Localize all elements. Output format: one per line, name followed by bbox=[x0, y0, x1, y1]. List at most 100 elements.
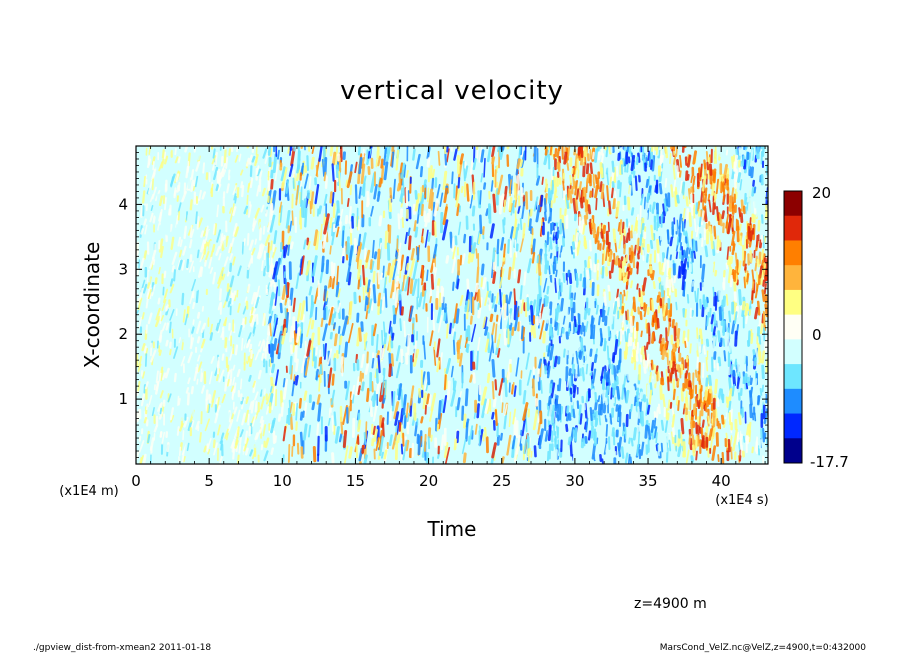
field-patch bbox=[598, 315, 601, 326]
field-patch bbox=[141, 375, 147, 388]
field-patch bbox=[757, 219, 761, 232]
field-patch bbox=[704, 405, 708, 413]
field-patch bbox=[256, 184, 260, 197]
field-patch bbox=[392, 260, 398, 281]
field-patch bbox=[775, 446, 776, 453]
field-patch bbox=[289, 325, 294, 343]
field-patch bbox=[431, 311, 436, 332]
field-patch bbox=[737, 172, 742, 183]
field-patch bbox=[245, 259, 249, 267]
field-patch bbox=[330, 261, 334, 279]
field-patch bbox=[674, 367, 678, 382]
field-patch bbox=[544, 178, 549, 193]
field-patch bbox=[559, 405, 564, 415]
field-patch bbox=[452, 339, 456, 355]
field-patch bbox=[779, 420, 781, 433]
field-patch bbox=[400, 306, 404, 316]
field-patch bbox=[446, 146, 449, 153]
field-patch bbox=[662, 442, 666, 455]
field-patch bbox=[627, 196, 631, 211]
field-patch bbox=[612, 380, 617, 396]
field-patch bbox=[715, 205, 720, 222]
field-patch bbox=[643, 196, 647, 210]
field-patch bbox=[422, 392, 427, 410]
field-patch bbox=[615, 255, 619, 266]
field-patch bbox=[387, 262, 392, 276]
field-patch bbox=[562, 315, 566, 325]
field-patch bbox=[484, 398, 490, 414]
field-patch bbox=[216, 318, 222, 332]
field-patch bbox=[589, 190, 593, 198]
field-patch bbox=[329, 217, 333, 229]
field-patch bbox=[289, 355, 293, 375]
field-patch bbox=[240, 181, 244, 189]
field-patch bbox=[267, 315, 272, 326]
field-patch bbox=[682, 258, 688, 273]
x-tick-label: 5 bbox=[204, 472, 214, 490]
field-patch bbox=[272, 386, 276, 404]
field-patch bbox=[615, 200, 620, 218]
field-patch bbox=[479, 214, 483, 235]
field-patch bbox=[655, 432, 658, 444]
field-patch bbox=[727, 217, 733, 235]
field-patch bbox=[622, 373, 627, 390]
field-patch bbox=[577, 324, 581, 336]
field-patch bbox=[745, 355, 749, 372]
field-patch bbox=[695, 224, 700, 238]
field-patch bbox=[690, 175, 694, 184]
field-patch bbox=[738, 147, 742, 156]
field-patch bbox=[610, 186, 613, 195]
field-patch bbox=[178, 289, 182, 298]
field-patch bbox=[535, 293, 540, 313]
field-patch bbox=[327, 367, 333, 388]
field-patch bbox=[262, 260, 267, 269]
field-patch bbox=[463, 233, 467, 244]
field-patch bbox=[531, 378, 536, 397]
field-patch bbox=[775, 257, 776, 263]
field-patch bbox=[553, 190, 557, 204]
field-patch bbox=[296, 164, 300, 174]
field-patch bbox=[511, 435, 516, 450]
field-patch bbox=[209, 323, 214, 335]
field-patch bbox=[581, 322, 585, 332]
field-patch bbox=[254, 391, 259, 401]
field-patch bbox=[659, 341, 663, 352]
field-patch bbox=[771, 255, 772, 265]
field-patch bbox=[681, 181, 686, 196]
field-patch bbox=[181, 292, 185, 306]
field-patch bbox=[494, 323, 498, 344]
field-patch bbox=[358, 327, 362, 342]
field-patch bbox=[289, 344, 293, 355]
field-patch bbox=[295, 402, 299, 421]
field-patch bbox=[281, 167, 288, 189]
field-patch bbox=[726, 246, 730, 260]
field-patch bbox=[653, 388, 657, 401]
field-patch bbox=[269, 280, 273, 287]
field-patch bbox=[206, 229, 211, 243]
field-patch bbox=[311, 146, 315, 154]
field-patch bbox=[409, 305, 414, 319]
field-patch bbox=[669, 367, 674, 382]
field-patch bbox=[375, 436, 380, 451]
field-patch bbox=[143, 345, 148, 354]
field-patch bbox=[246, 354, 252, 365]
field-patch bbox=[780, 282, 781, 296]
colorbar-swatch bbox=[784, 438, 802, 464]
colorbar-swatch bbox=[784, 364, 802, 390]
field-patch bbox=[244, 447, 249, 456]
field-patch bbox=[585, 321, 589, 333]
field-patch bbox=[499, 146, 502, 152]
field-patch bbox=[236, 289, 239, 298]
field-patch bbox=[338, 208, 344, 225]
field-patch bbox=[698, 328, 704, 345]
field-patch bbox=[659, 146, 662, 151]
field-patch bbox=[383, 147, 388, 166]
field-patch bbox=[731, 196, 735, 209]
colorbar-swatch bbox=[784, 413, 802, 439]
field-patch bbox=[227, 169, 231, 181]
field-patch bbox=[608, 200, 612, 215]
field-patch bbox=[664, 146, 669, 159]
field-patch bbox=[163, 327, 168, 340]
field-patch bbox=[254, 207, 260, 220]
field-patch bbox=[260, 362, 264, 370]
